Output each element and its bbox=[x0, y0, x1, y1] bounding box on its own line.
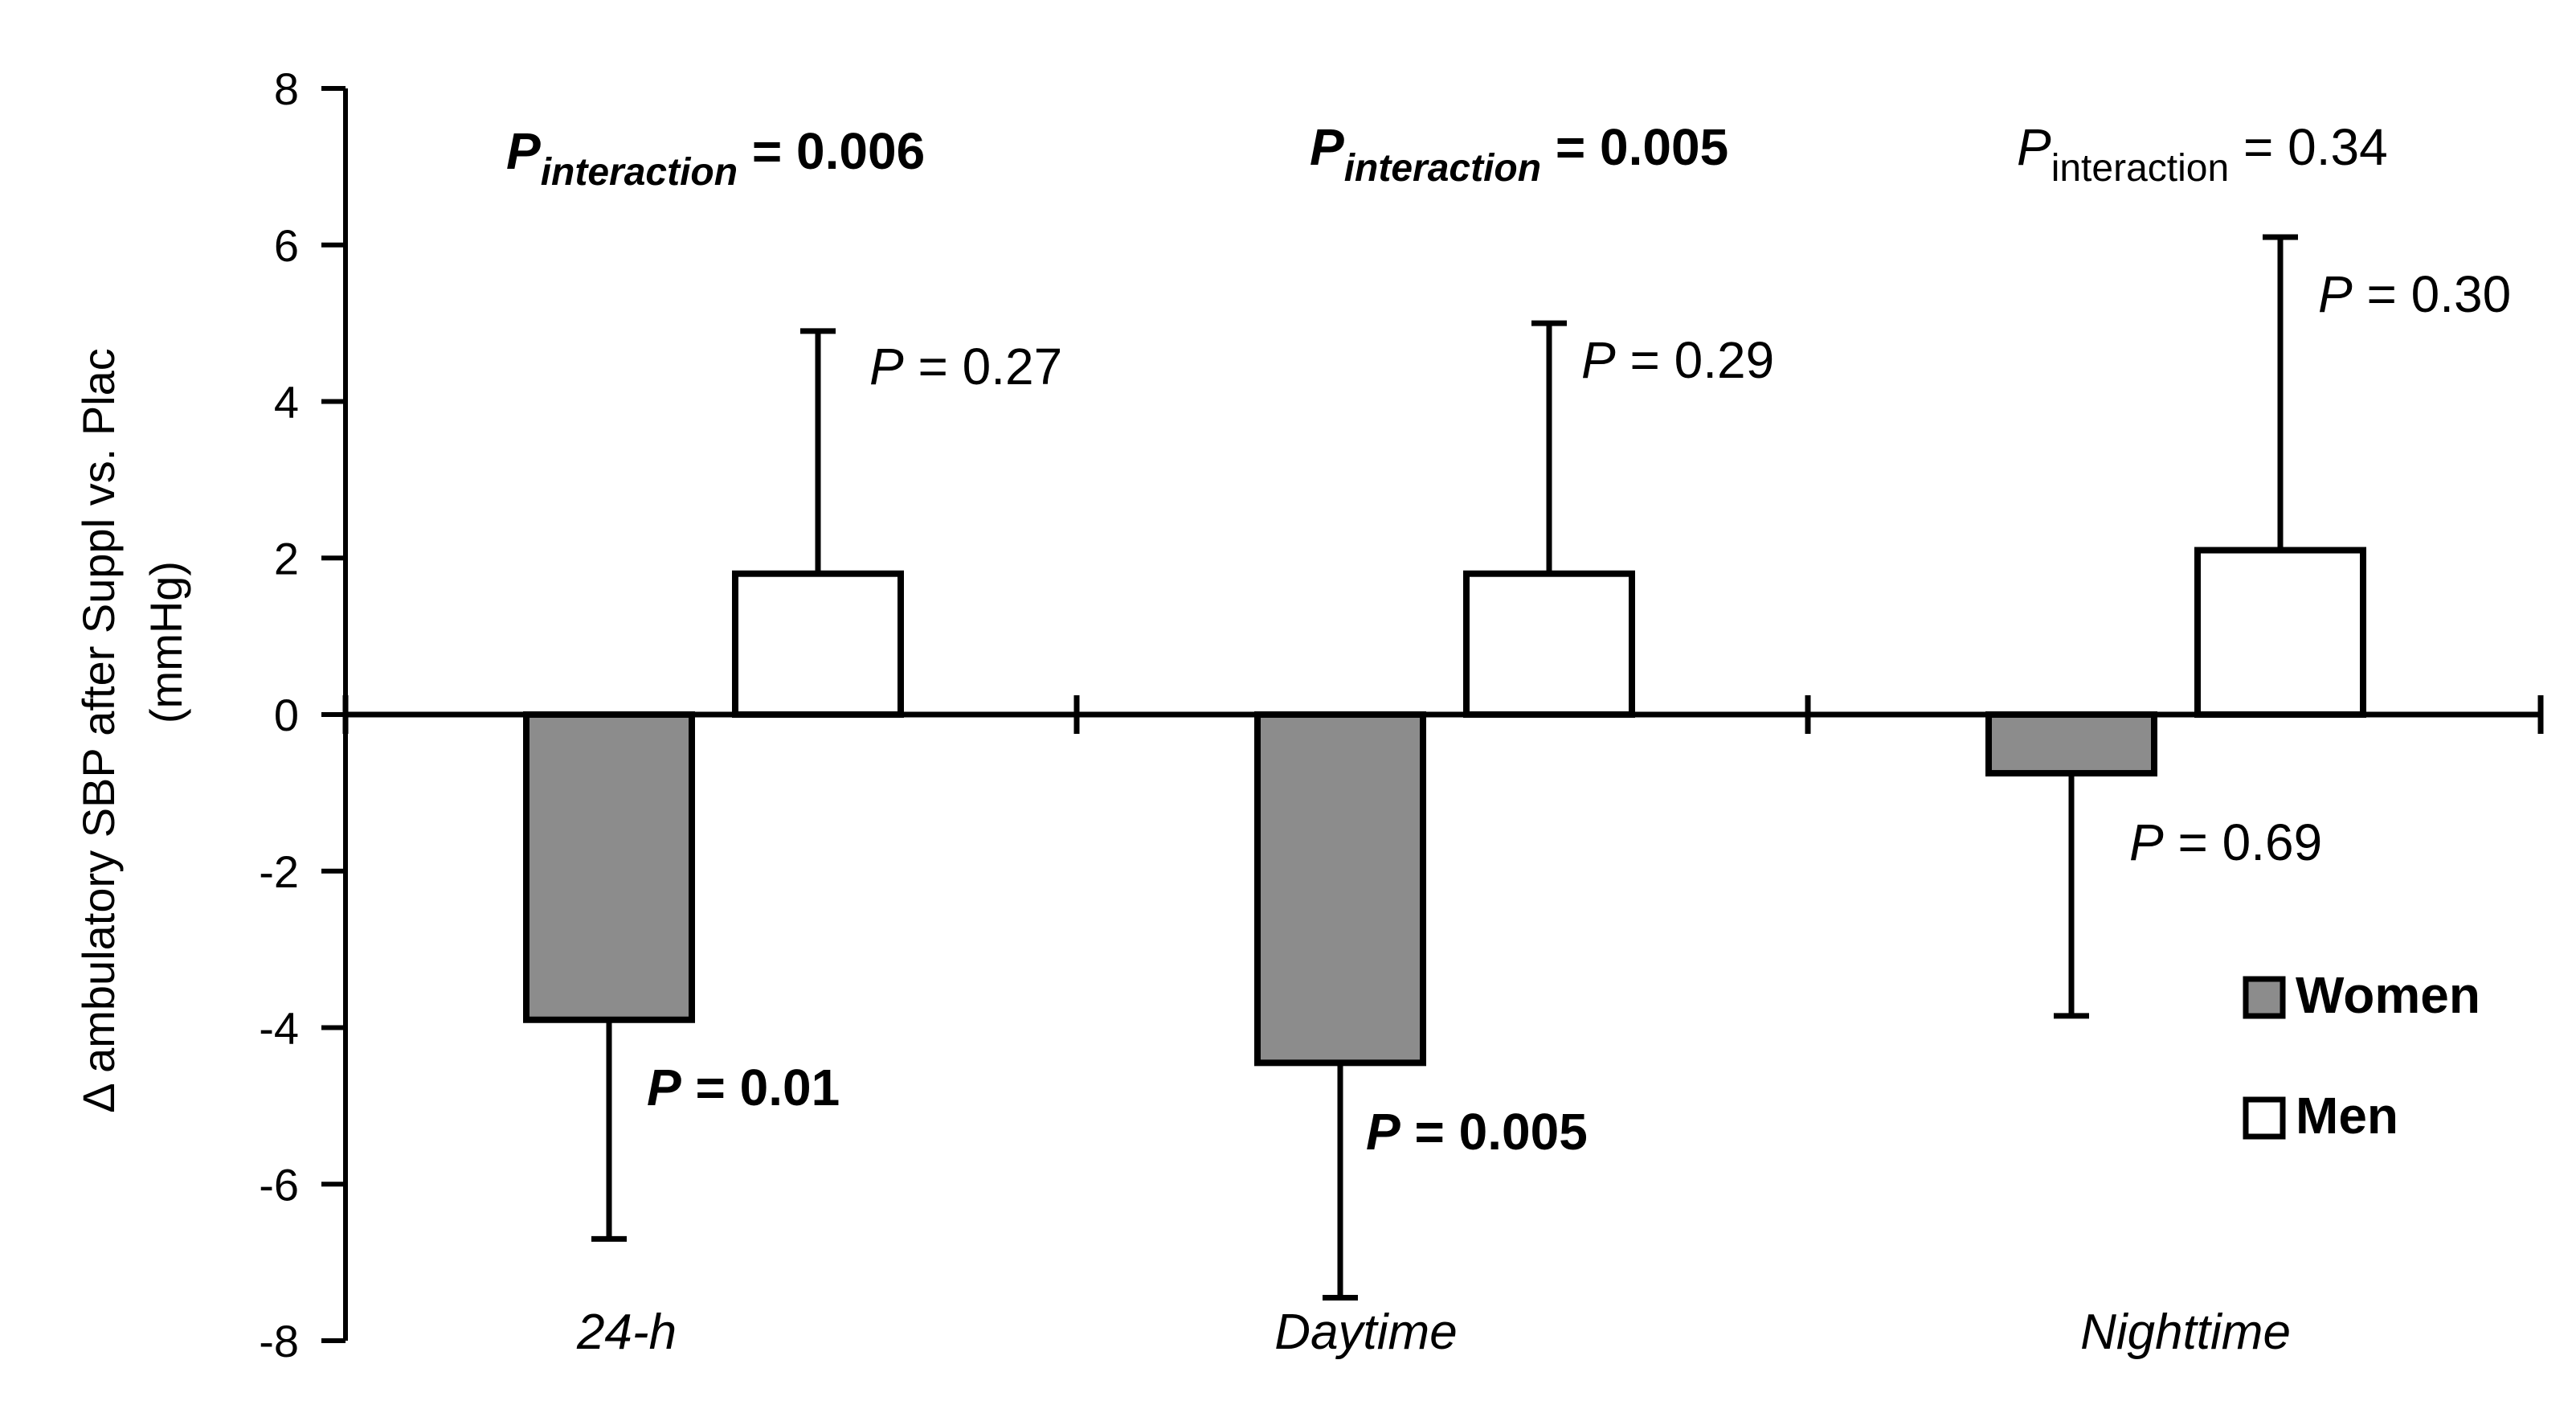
y-axis-label-unit: (mmHg) bbox=[141, 561, 191, 723]
legend-swatch-women bbox=[2243, 976, 2286, 1019]
y-tick-label: 2 bbox=[274, 533, 299, 584]
p-value-women-label: P = 0.01 bbox=[647, 1059, 840, 1116]
x-category-label: Nighttime bbox=[2080, 1305, 2291, 1360]
bar-men-2 bbox=[2194, 547, 2366, 719]
x-category-label: Daytime bbox=[1274, 1305, 1457, 1360]
p-value-women-label: P = 0.005 bbox=[1366, 1103, 1588, 1161]
y-tick-label: -2 bbox=[259, 846, 299, 897]
p-value-men-label: P = 0.27 bbox=[869, 338, 1062, 395]
y-axis-label: Δ ambulatory SBP after Suppl vs. Plac bbox=[73, 348, 124, 1113]
p-interaction-label: Pinteraction = 0.006 bbox=[506, 122, 925, 194]
bar-men-0 bbox=[732, 570, 904, 718]
p-interaction-label: Pinteraction = 0.005 bbox=[1310, 118, 1728, 190]
p-value-men-label: P = 0.29 bbox=[1581, 331, 1774, 389]
y-tick-label: 8 bbox=[274, 63, 299, 114]
bar-women-0 bbox=[523, 711, 695, 1023]
y-tick-label: -8 bbox=[259, 1316, 299, 1366]
legend-label-men: Men bbox=[2296, 1087, 2398, 1145]
legend-swatch-men bbox=[2243, 1096, 2286, 1140]
p-value-men-label: P = 0.30 bbox=[2318, 265, 2511, 323]
legend-label-women: Women bbox=[2296, 966, 2480, 1024]
p-value-women-label: P = 0.69 bbox=[2129, 813, 2322, 871]
y-tick-label: 6 bbox=[274, 220, 299, 271]
y-tick-label: -4 bbox=[259, 1003, 299, 1054]
x-category-label: 24-h bbox=[576, 1305, 677, 1360]
bar-women-1 bbox=[1254, 711, 1426, 1067]
bar-men-1 bbox=[1463, 570, 1635, 718]
p-interaction-label: Pinteraction = 0.34 bbox=[2017, 118, 2388, 190]
y-tick-label: -6 bbox=[259, 1159, 299, 1210]
bar-women-2 bbox=[1985, 711, 2157, 777]
y-tick-label: 0 bbox=[274, 690, 299, 740]
y-tick-label: 4 bbox=[274, 377, 299, 428]
